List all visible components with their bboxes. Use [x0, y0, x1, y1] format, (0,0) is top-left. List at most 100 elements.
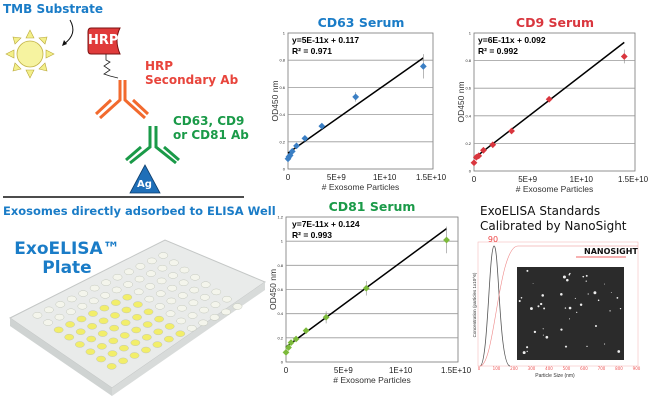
hrp-enzyme [87, 27, 121, 55]
plate-well [124, 268, 134, 275]
data-point [293, 142, 300, 150]
plate-well [221, 308, 231, 316]
plate-well [176, 317, 186, 325]
plate-well [107, 350, 118, 357]
plate-well [64, 333, 75, 341]
plate-title-1: ExoELISA™ [14, 239, 120, 259]
plate-well [112, 274, 123, 281]
nanosight-logo: NANOSIGHT [584, 247, 638, 256]
y-tick-label: 0.6 [465, 86, 471, 91]
plate-well [66, 295, 77, 303]
plate-well [211, 288, 222, 296]
data-point [489, 141, 497, 149]
plate-well [154, 315, 164, 323]
y-tick-label: 0 [469, 169, 472, 174]
plate-well [189, 286, 200, 294]
plate-well [97, 330, 108, 337]
plate-well [165, 310, 176, 317]
particle-dot [593, 291, 597, 295]
plate-well [87, 323, 97, 330]
particle-dot [609, 310, 611, 312]
plate-well [133, 301, 143, 308]
plate-well [156, 277, 167, 285]
plate-well [32, 312, 43, 319]
plate-well [187, 312, 198, 319]
plate-well [133, 288, 144, 295]
particle-dot [537, 305, 540, 308]
plate-well [120, 319, 131, 326]
particle-dot [568, 306, 572, 310]
nta-x-tick: 200 [510, 366, 518, 371]
x-tick-label: 5E+9 [327, 173, 346, 182]
x-axis-label: # Exosome Particles [333, 375, 410, 385]
y-tick-label: 0 [281, 360, 284, 365]
particle-dot [582, 275, 585, 278]
plate-well [147, 257, 157, 265]
particle-dot [585, 274, 588, 277]
plot-area [473, 32, 636, 172]
plot-area [287, 32, 434, 170]
plate-well [188, 299, 199, 306]
plate-well [89, 284, 100, 292]
antigen-label: Ag [137, 179, 152, 190]
particle-dot [560, 328, 563, 331]
y-tick-label: 0.2 [279, 139, 285, 144]
y-tick-label: 1 [281, 239, 284, 244]
plate-well [166, 297, 177, 305]
nta-x-tick: 900 [633, 366, 641, 371]
nta-x-tick: 500 [563, 366, 571, 371]
particle-dot [610, 292, 612, 293]
particle-dot [585, 280, 587, 282]
nanosight-video-frame [517, 267, 624, 360]
size-distribution-curve [479, 245, 511, 367]
plate-well [43, 319, 53, 326]
chart-title-cd9: CD9 Serum [515, 15, 595, 30]
x-axis-label: # Exosome Particles [516, 184, 593, 194]
particle-dot [576, 311, 578, 313]
particle-dot [617, 350, 621, 353]
plate-well [66, 308, 76, 315]
particle-dot [587, 293, 589, 295]
secondary-antibody [94, 80, 150, 120]
x-tick-label: 1E+10 [570, 175, 594, 184]
plate-well [209, 314, 220, 321]
plate-well [145, 283, 155, 290]
peak-label: 90 [488, 235, 498, 244]
plate-well [169, 259, 179, 266]
chart-title-cd63: CD63 Serum [317, 15, 405, 30]
nta-x-tick: 800 [615, 366, 623, 371]
plate-well [178, 279, 189, 286]
particle-dot [568, 273, 571, 276]
plate-well [142, 321, 153, 328]
equation-cd63: y=5E-11x + 0.117 R² = 0.971 [292, 35, 360, 56]
enzyme-label: HRP [88, 33, 119, 48]
plate-well [88, 310, 98, 317]
plate-well [178, 292, 188, 299]
particle-dot [518, 299, 521, 303]
trendline [287, 57, 424, 154]
plate-well [88, 297, 99, 305]
particle-dot [568, 318, 571, 320]
chart-title-cd81: CD81 Serum [328, 199, 416, 214]
plate-well [75, 328, 86, 335]
plate-well [153, 328, 164, 336]
particle-dot [543, 307, 546, 310]
plate-well [144, 295, 155, 303]
nta-ylabel: Concentration (particles 1x10^6) [472, 272, 477, 337]
data-point [301, 135, 309, 142]
elisa-diagram [3, 19, 244, 198]
y-tick-label: 0.4 [277, 311, 283, 316]
plate-well [110, 312, 120, 319]
plate-well [143, 308, 154, 316]
plate-well [106, 363, 117, 370]
nta-x-tick: 600 [580, 366, 588, 371]
plate-well [200, 294, 210, 301]
plate-well [77, 303, 88, 310]
plate-well [75, 341, 85, 348]
y-tick-label: 0.4 [279, 112, 285, 117]
particle-dot [604, 343, 606, 345]
particle-dot [560, 293, 563, 296]
y-tick-label: 0.6 [279, 85, 285, 90]
